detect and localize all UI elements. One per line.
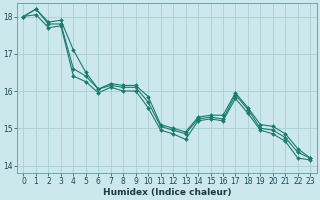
X-axis label: Humidex (Indice chaleur): Humidex (Indice chaleur) bbox=[103, 188, 231, 197]
